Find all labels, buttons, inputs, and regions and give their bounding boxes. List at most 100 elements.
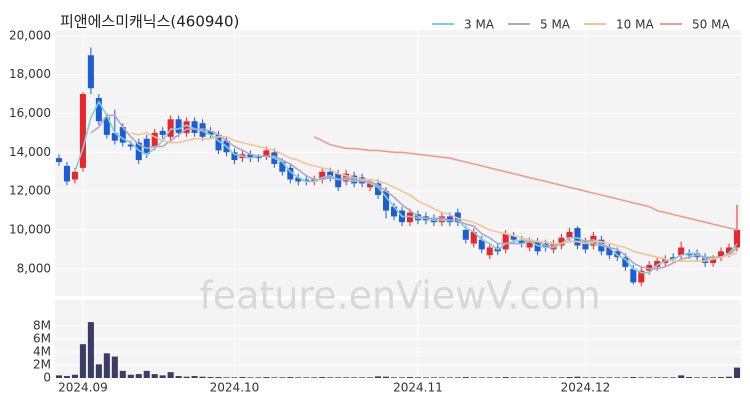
candle-body [367,183,374,188]
candle-body [486,247,493,256]
candle-body [335,173,342,188]
candle-body [622,257,629,267]
volume-bar [79,344,86,378]
candle-body [119,127,126,143]
volume-bar [502,377,509,378]
volume-bar [446,377,453,378]
candle-body [71,171,78,180]
candle-body [151,132,158,147]
volume-bar [87,322,94,378]
candle-body [303,179,310,182]
volume-bar [255,377,262,378]
volume-tick-label: 8M [33,319,51,333]
volume-bar [287,377,294,378]
volume-bar [311,377,318,378]
candle-body [670,257,677,260]
volume-bar [127,374,134,378]
y-tick-label: 14,000 [9,145,51,159]
x-tick-label: 2024.11 [393,381,443,395]
volume-bar [566,377,573,378]
candle-body [470,231,477,244]
candle-body [566,231,573,238]
volume-bar [414,377,421,378]
candle-body [526,241,533,248]
volume-bar [646,377,653,378]
candle-body [183,121,190,133]
volume-bar [526,377,533,378]
volume-bar [550,377,557,378]
candle-body [574,228,581,246]
volume-bar [383,376,390,378]
volume-bar [454,377,461,378]
candle-body [654,261,661,267]
candle-body [247,154,254,159]
candle-body [462,229,469,240]
volume-bar [430,377,437,378]
volume-bar [159,375,166,378]
volume-bar [662,377,669,378]
candle-body [207,130,214,135]
volume-bar [582,377,589,378]
volume-bar [367,377,374,378]
x-tick-label: 2024.09 [58,381,108,395]
legend-label: 50 MA [692,18,730,32]
volume-bar [319,377,326,378]
candle-body [454,212,461,223]
candle-body [327,171,334,178]
volume-bar [207,377,214,378]
candle-body [263,150,270,157]
volume-tick-label: 4M [33,345,51,359]
volume-tick-label: 2M [33,358,51,372]
candle-body [135,142,142,161]
candle-body [630,268,637,283]
y-tick-label: 8,000 [17,261,51,275]
candle-body [87,55,94,89]
x-tick-label: 2024.10 [210,381,260,395]
volume-bar [542,377,549,378]
volume-bar [103,353,110,378]
legend-label: 10 MA [616,18,654,32]
volume-bar [422,377,429,378]
y-tick-label: 20,000 [9,28,51,42]
candle-body [534,241,541,252]
candle-body [438,216,445,223]
x-tick-label: 2024.12 [561,381,611,395]
candle-body [726,247,733,254]
candle-body [103,117,110,135]
volume-bar [215,377,222,378]
volume-bar [135,374,142,378]
volume-bar [71,374,78,378]
candle-body [678,247,685,256]
candle-body [590,235,597,246]
volume-bar [486,377,493,378]
volume-bar [518,377,525,378]
ma-line [130,132,738,262]
volume-bar [438,377,445,378]
volume-bar [143,370,150,378]
volume-bar [111,356,118,378]
candle-body [718,251,725,258]
volume-bar [598,377,605,378]
volume-bar [271,377,278,378]
candle-body [159,130,166,135]
candle-body [446,216,453,223]
candle-body [550,243,557,250]
volume-bar [359,377,366,378]
volume-bar [327,377,334,378]
candle-body [63,165,70,182]
volume-bar [55,375,63,378]
y-tick-label: 16,000 [9,106,51,120]
volume-bar [654,377,661,378]
candle-body [710,259,717,263]
volume-bar [670,377,677,378]
volume-bar [295,377,302,378]
volume-bar [183,376,190,378]
volume-bar [199,376,206,378]
candle-body [686,253,693,256]
candle-body [606,247,613,256]
volume-bar [606,377,613,378]
candle-body [143,138,150,155]
candle-body [733,229,741,248]
volume-bar [630,377,637,378]
candle-body [518,239,525,244]
